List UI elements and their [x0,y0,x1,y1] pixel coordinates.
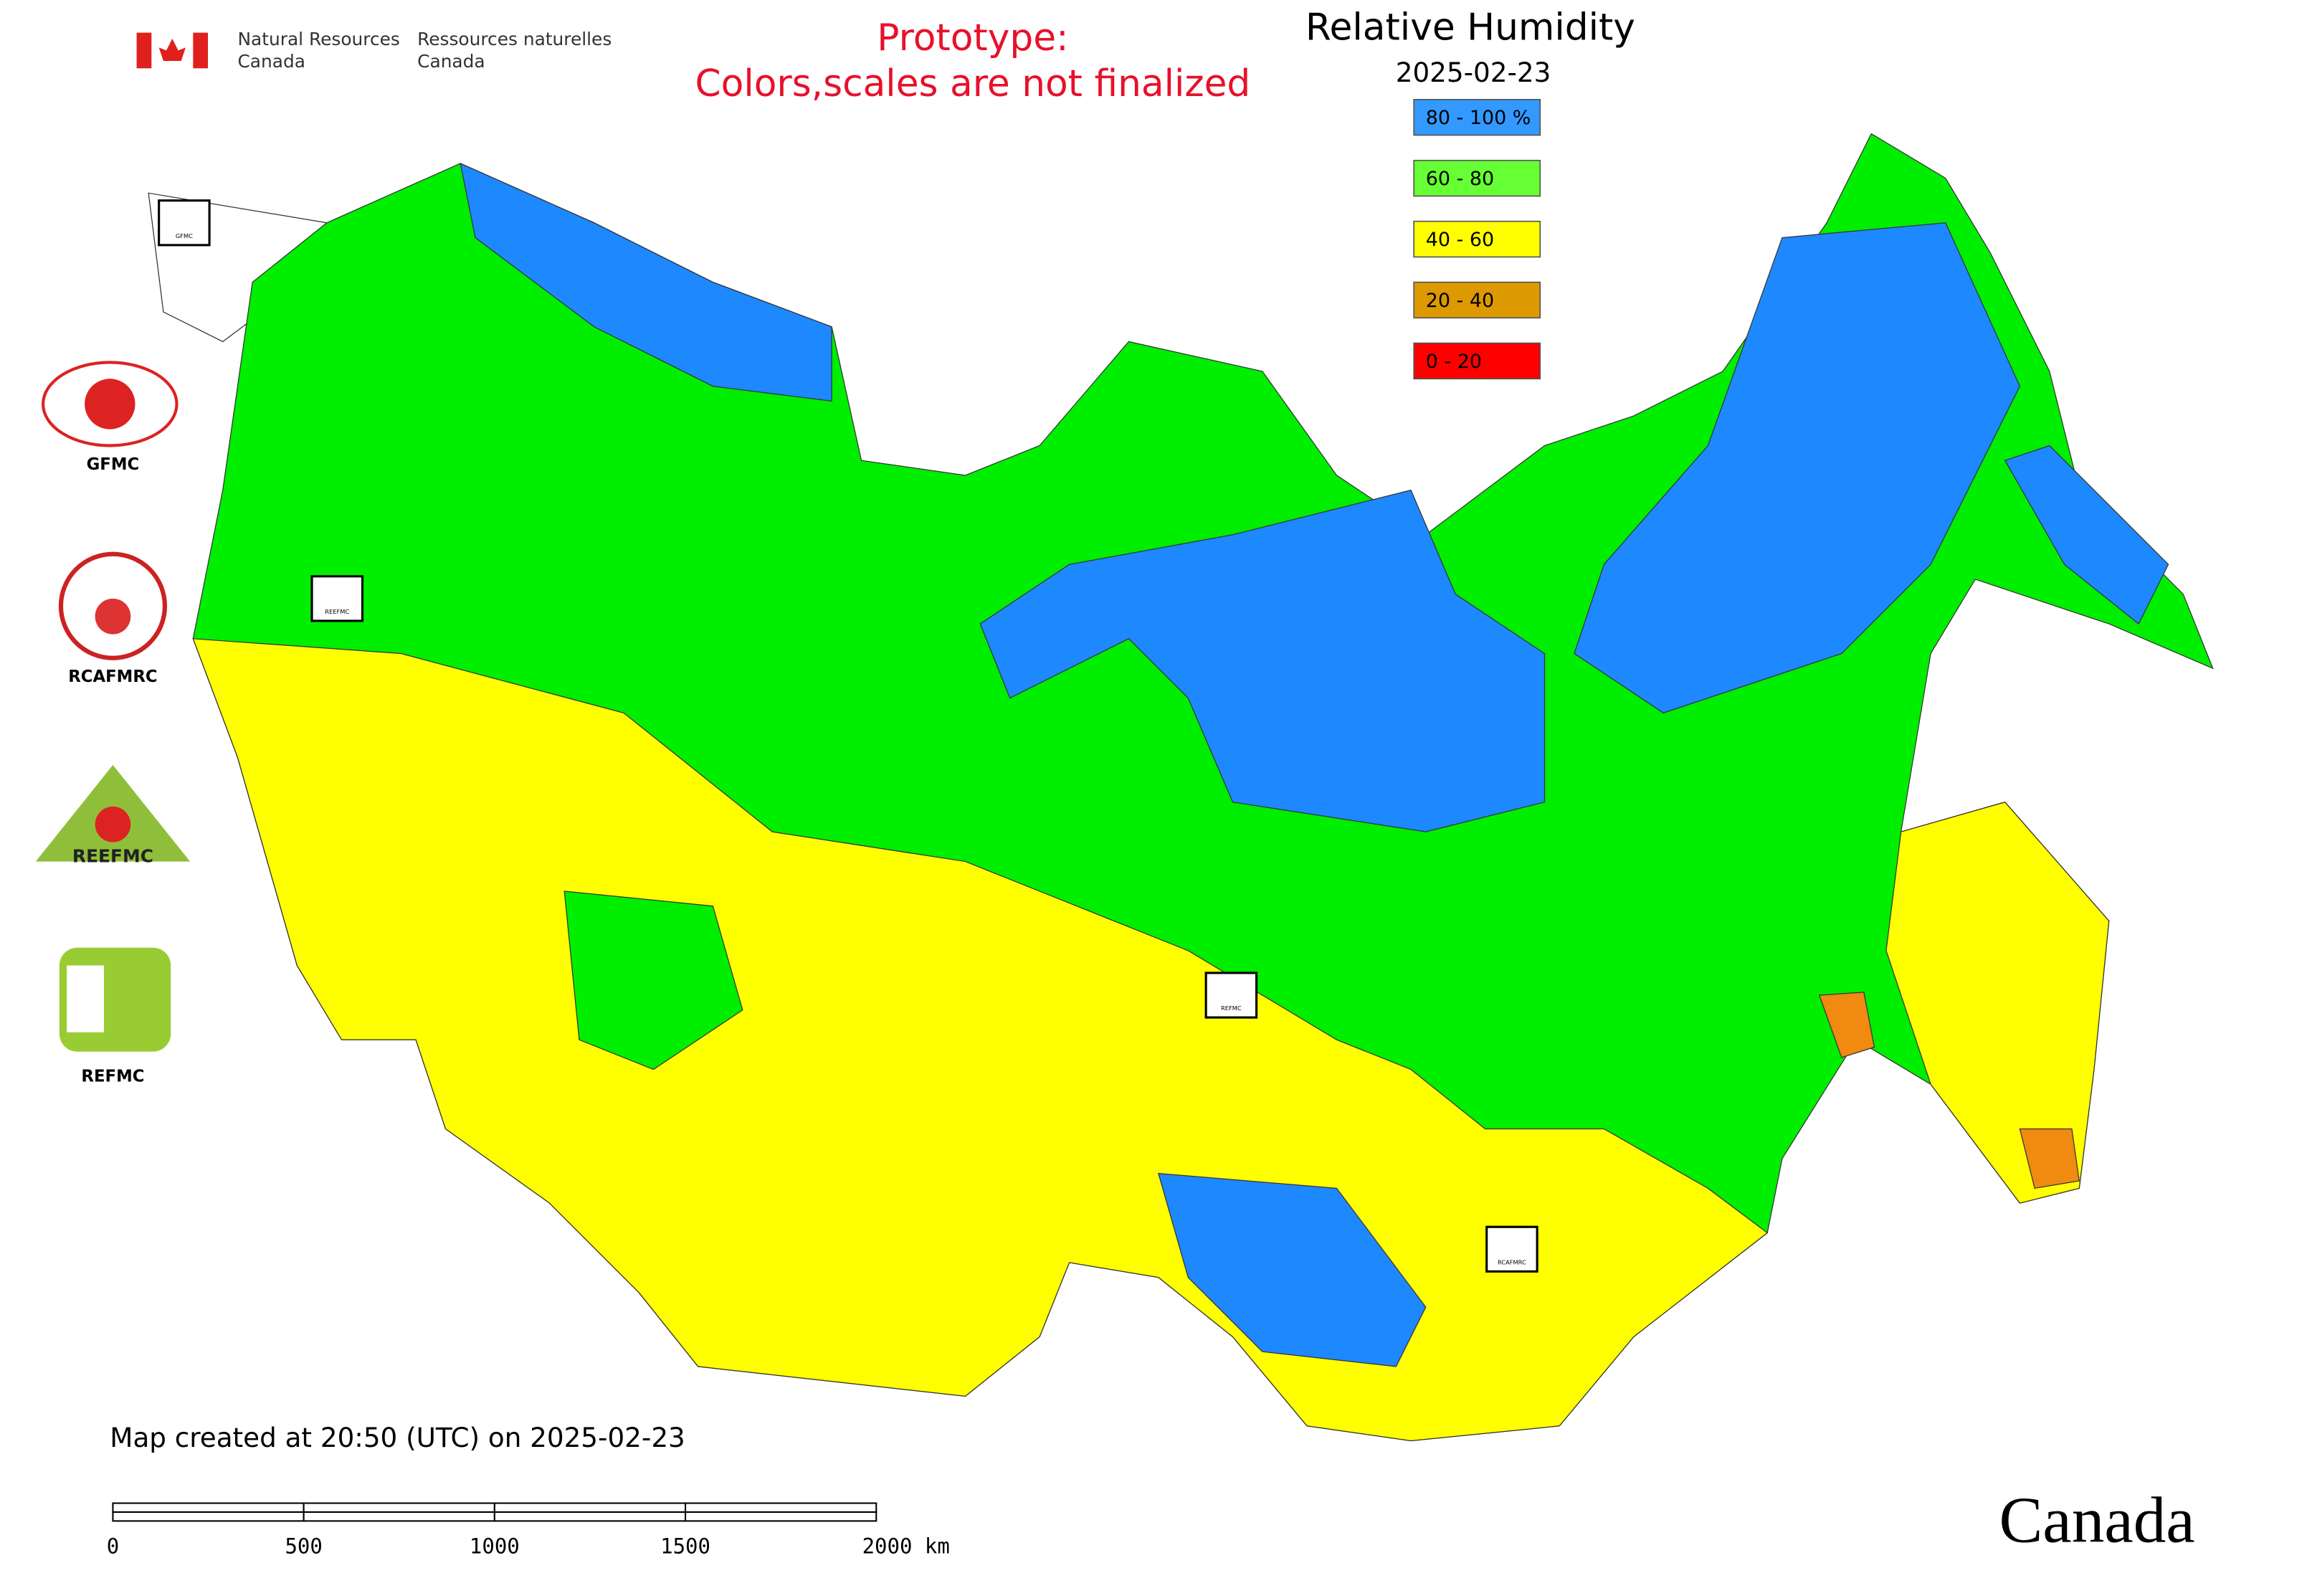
logo-refmc [59,947,171,1052]
region [979,489,1546,832]
scale-label: 500 [285,1534,322,1559]
notice: Prototype: [877,16,1068,60]
date: 2025-02-23 [1396,57,1551,88]
legend-swatch [1413,98,1541,136]
region [2019,1128,2080,1189]
map [148,133,2214,1442]
scale-segment [493,1511,687,1522]
map-marker [1485,1225,1538,1273]
logo-rcafmrc [58,551,168,660]
scale-segment [493,1502,687,1513]
title: Relative Humidity [1305,6,1635,49]
flag [136,32,209,69]
region [1885,801,2110,1204]
header-text: Ressources naturelles [417,29,612,49]
scale-segment [685,1502,877,1513]
logo-label: REFMC [81,1067,144,1086]
map-marker [310,575,364,622]
scale-label: 2000 km [862,1534,950,1559]
generated: 80 - 100 % 60 - 80 40 - 60 20 - 40 0 - 20 GFM… [107,98,1541,1559]
region [460,162,832,402]
scale-label: 1000 [470,1534,520,1559]
scale-segment [112,1502,305,1513]
logo-label: GFMC [87,455,140,474]
region [1574,222,2021,714]
scale-segment [303,1511,495,1522]
header-text: Canada [417,51,485,72]
legend-label: 60 - 80 [1426,168,1494,190]
region [2004,445,2169,625]
scale-segment [685,1511,877,1522]
region [1818,992,1875,1058]
legend-swatch [1413,342,1541,380]
legend-label: 0 - 20 [1426,351,1482,373]
legend-swatch [1413,220,1541,258]
region [1158,1172,1427,1367]
map-marker-label: REEFMC [325,608,349,615]
map-marker [1204,972,1258,1019]
region [563,890,743,1070]
notice: Colors,scales are not finalized [695,62,1251,105]
footer: Map created at 20:50 (UTC) on 2025-02-23 [110,1422,685,1453]
header-text: Canada [237,51,305,72]
map-marker-label: GFMC [176,232,193,239]
legend-swatch [1413,159,1541,197]
scale-label: 0 [107,1534,119,1559]
logo-label: REEFMC [72,845,153,866]
scale-segment [112,1511,305,1522]
scale-label: 1500 [660,1534,710,1559]
logo-reefmc [35,764,191,862]
logo-label: RCAFMRC [68,668,157,686]
legend-label: 40 - 60 [1426,229,1494,251]
legend-swatch [1413,281,1541,319]
wordmark: Canada [1999,1484,2194,1557]
map-marker-label: RCAFMRC [1498,1258,1526,1265]
map-marker [158,199,211,247]
scale-segment [303,1502,495,1513]
legend-label: 80 - 100 % [1426,107,1531,129]
map-marker-label: REFMC [1221,1004,1242,1012]
header-text: Natural Resources [237,29,399,49]
logo-gfmc [42,361,179,447]
legend-label: 20 - 40 [1426,290,1494,312]
